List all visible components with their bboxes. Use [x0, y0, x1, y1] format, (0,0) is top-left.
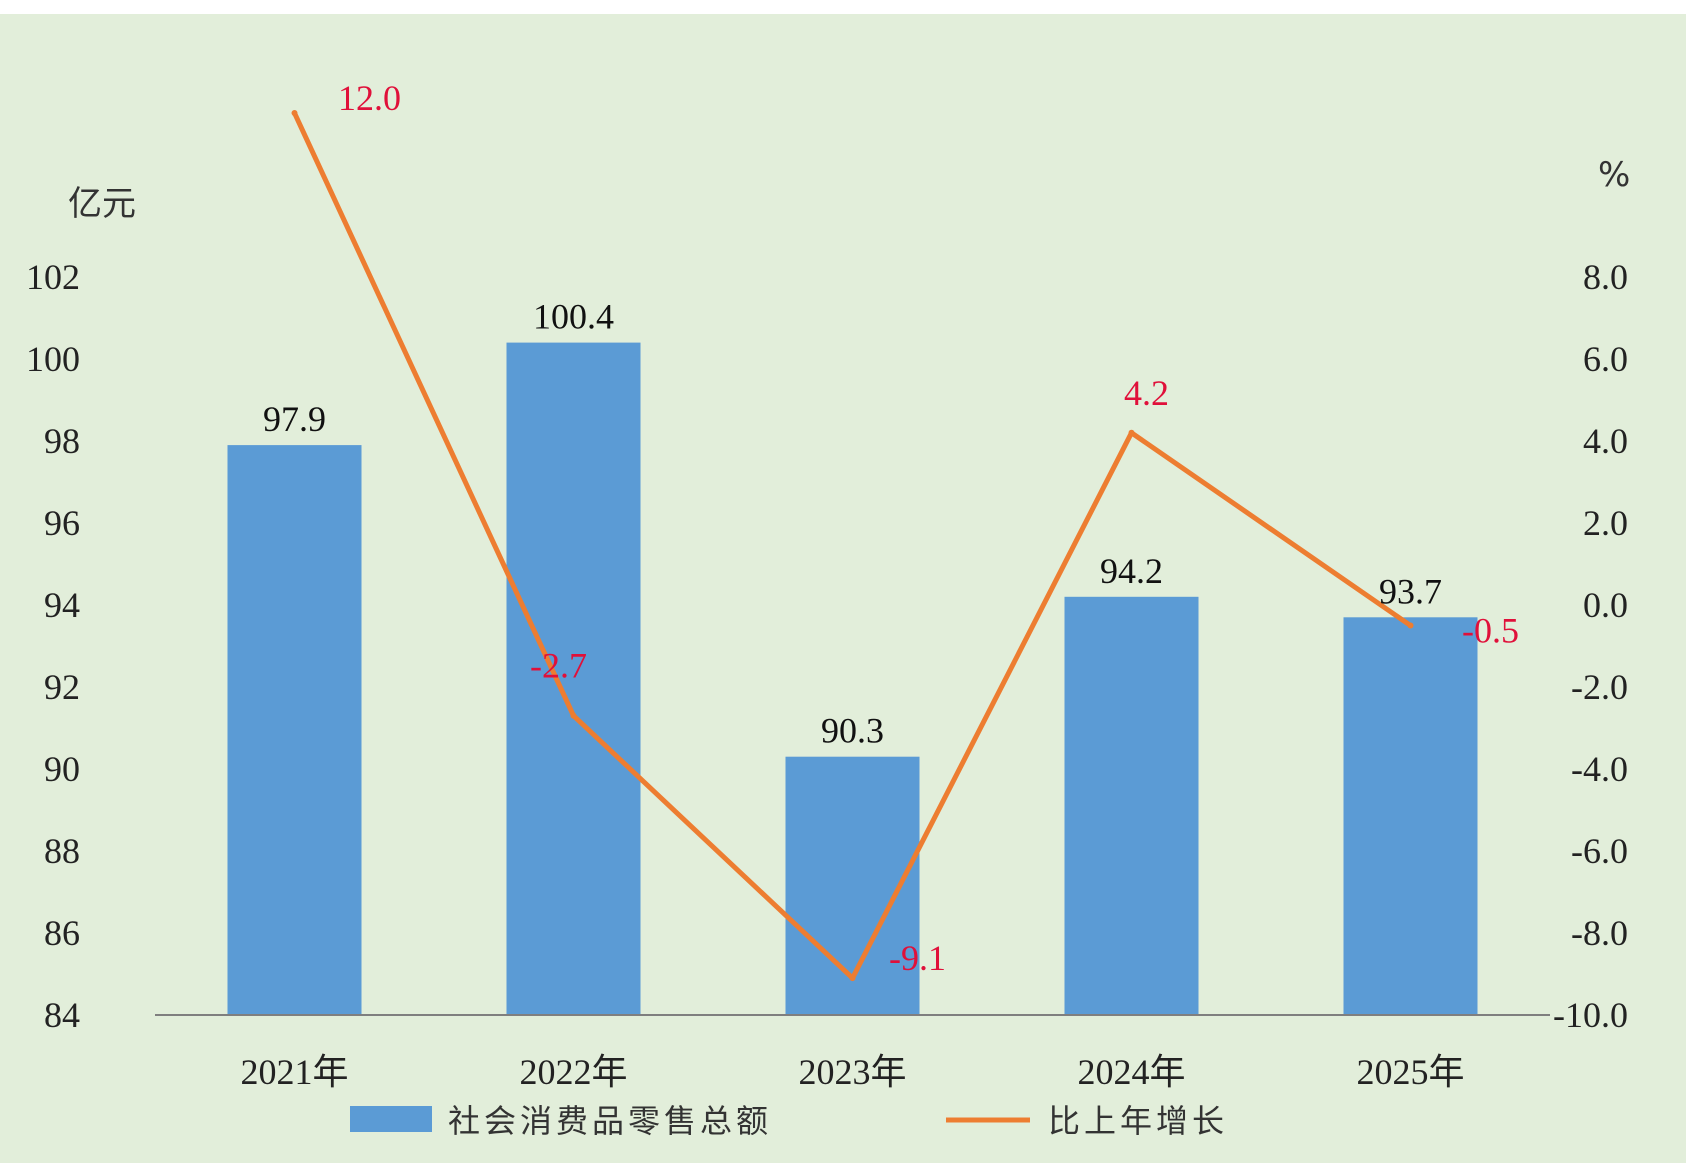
- legend: 社会消费品零售总额 比上年增长: [350, 1102, 1228, 1140]
- line-value-label: 12.0: [338, 78, 401, 118]
- bar-value-label: 97.9: [263, 399, 326, 439]
- x-category-label: 2023年: [798, 1052, 906, 1092]
- left-tick-label: 92: [44, 667, 80, 707]
- left-tick-label: 94: [44, 585, 80, 625]
- x-category-label: 2022年: [519, 1052, 627, 1092]
- left-tick-label: 84: [44, 995, 80, 1035]
- bar-value-label: 94.2: [1100, 551, 1163, 591]
- bar: [1343, 617, 1478, 1015]
- right-tick-label: -10.0: [1553, 995, 1628, 1035]
- right-tick-label: 0.0: [1583, 585, 1628, 625]
- line-point: [570, 712, 577, 719]
- right-tick-label: 4.0: [1583, 421, 1628, 461]
- line-point: [291, 110, 298, 116]
- legend-line-label: 比上年增长: [1048, 1102, 1228, 1140]
- right-tick-label: 2.0: [1583, 503, 1628, 543]
- left-tick-label: 102: [26, 257, 80, 297]
- left-tick-label: 100: [26, 339, 80, 379]
- right-tick-label: -6.0: [1571, 831, 1628, 871]
- legend-bar-swatch: [350, 1106, 432, 1132]
- right-tick-label: 8.0: [1583, 257, 1628, 297]
- line-point: [1128, 429, 1135, 436]
- right-tick-label: -2.0: [1571, 667, 1628, 707]
- bar-series: [227, 342, 1478, 1016]
- left-tick-label: 86: [44, 913, 80, 953]
- line-value-label: 4.2: [1124, 373, 1169, 413]
- left-tick-label: 98: [44, 421, 80, 461]
- right-axis-unit: %: [1598, 155, 1630, 195]
- x-axis-categories: 2021年 2022年 2023年 2024年 2025年: [240, 1052, 1464, 1092]
- left-axis-ticks: 84 86 88 90 92 94 96 98 100 102: [26, 257, 80, 1035]
- legend-bar-label: 社会消费品零售总额: [448, 1102, 772, 1140]
- bar: [1064, 596, 1199, 1015]
- right-tick-label: 6.0: [1583, 339, 1628, 379]
- right-tick-label: -8.0: [1571, 913, 1628, 953]
- right-tick-label: -4.0: [1571, 749, 1628, 789]
- bar: [227, 445, 362, 1016]
- left-tick-label: 96: [44, 503, 80, 543]
- line-value-label: -0.5: [1462, 611, 1519, 651]
- line-point: [1407, 622, 1414, 629]
- bar: [506, 342, 641, 1016]
- line-point: [849, 975, 856, 982]
- line-value-labels: 12.0 -2.7 -9.1 4.2 -0.5: [338, 78, 1519, 978]
- bar-value-label: 93.7: [1379, 571, 1442, 611]
- bar-value-labels: 97.9 100.4 90.3 94.2 93.7: [263, 297, 1442, 751]
- left-axis-unit: 亿元: [68, 184, 136, 224]
- line-value-label: -9.1: [889, 938, 946, 978]
- x-category-label: 2021年: [240, 1052, 348, 1092]
- left-tick-label: 90: [44, 749, 80, 789]
- x-category-label: 2025年: [1356, 1052, 1464, 1092]
- line-value-label: -2.7: [530, 646, 587, 686]
- bar-value-label: 100.4: [533, 297, 614, 337]
- line-series: [291, 110, 1414, 982]
- left-tick-label: 88: [44, 831, 80, 871]
- bar-value-label: 90.3: [821, 711, 884, 751]
- x-category-label: 2024年: [1077, 1052, 1185, 1092]
- right-axis-ticks: -10.0 -8.0 -6.0 -4.0 -2.0 0.0 2.0 4.0 6.0 8.0: [1553, 257, 1628, 1035]
